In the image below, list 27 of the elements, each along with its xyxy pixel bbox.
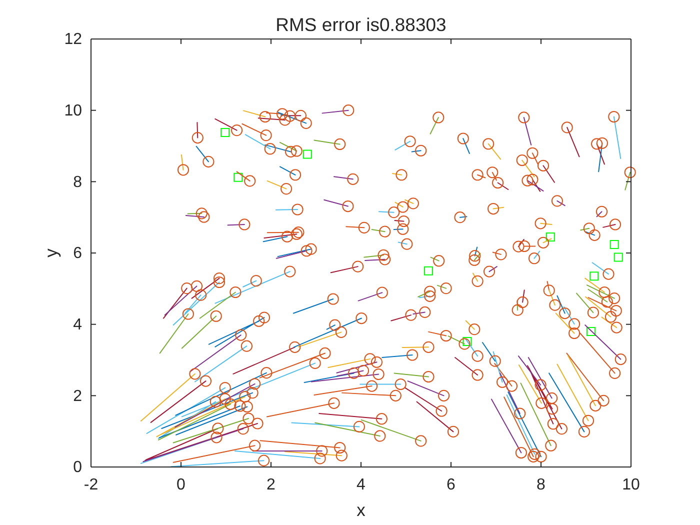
x-tick-label: 4: [356, 476, 366, 494]
chart-title: RMS error is0.88303: [276, 14, 446, 35]
y-tick-label: 8: [73, 174, 82, 191]
y-axis-title: y: [41, 248, 61, 258]
point: [220, 128, 230, 137]
y-tick-label: 10: [64, 102, 82, 120]
x-tick-label: 10: [622, 476, 640, 494]
x-tick-label: 8: [536, 476, 546, 494]
point: [462, 336, 472, 346]
point: [590, 272, 599, 281]
y-tick-label: 2: [73, 388, 82, 405]
point: [614, 252, 623, 262]
y-tick-label: 0: [73, 459, 82, 476]
point: [302, 150, 312, 159]
y-tick-label: 4: [73, 316, 82, 334]
point: [546, 232, 555, 242]
x-tick-label: 6: [446, 476, 456, 494]
x-axis-title: x: [356, 500, 366, 520]
x-tick-label: 2: [266, 476, 276, 494]
point: [424, 266, 433, 276]
point: [610, 240, 619, 249]
x-tick-label: -2: [84, 476, 98, 494]
point: [586, 326, 596, 336]
point: [234, 172, 243, 182]
x-tick-label: 0: [176, 476, 186, 494]
y-tick-label: 6: [73, 245, 82, 262]
y-tick-label: 12: [64, 31, 82, 48]
